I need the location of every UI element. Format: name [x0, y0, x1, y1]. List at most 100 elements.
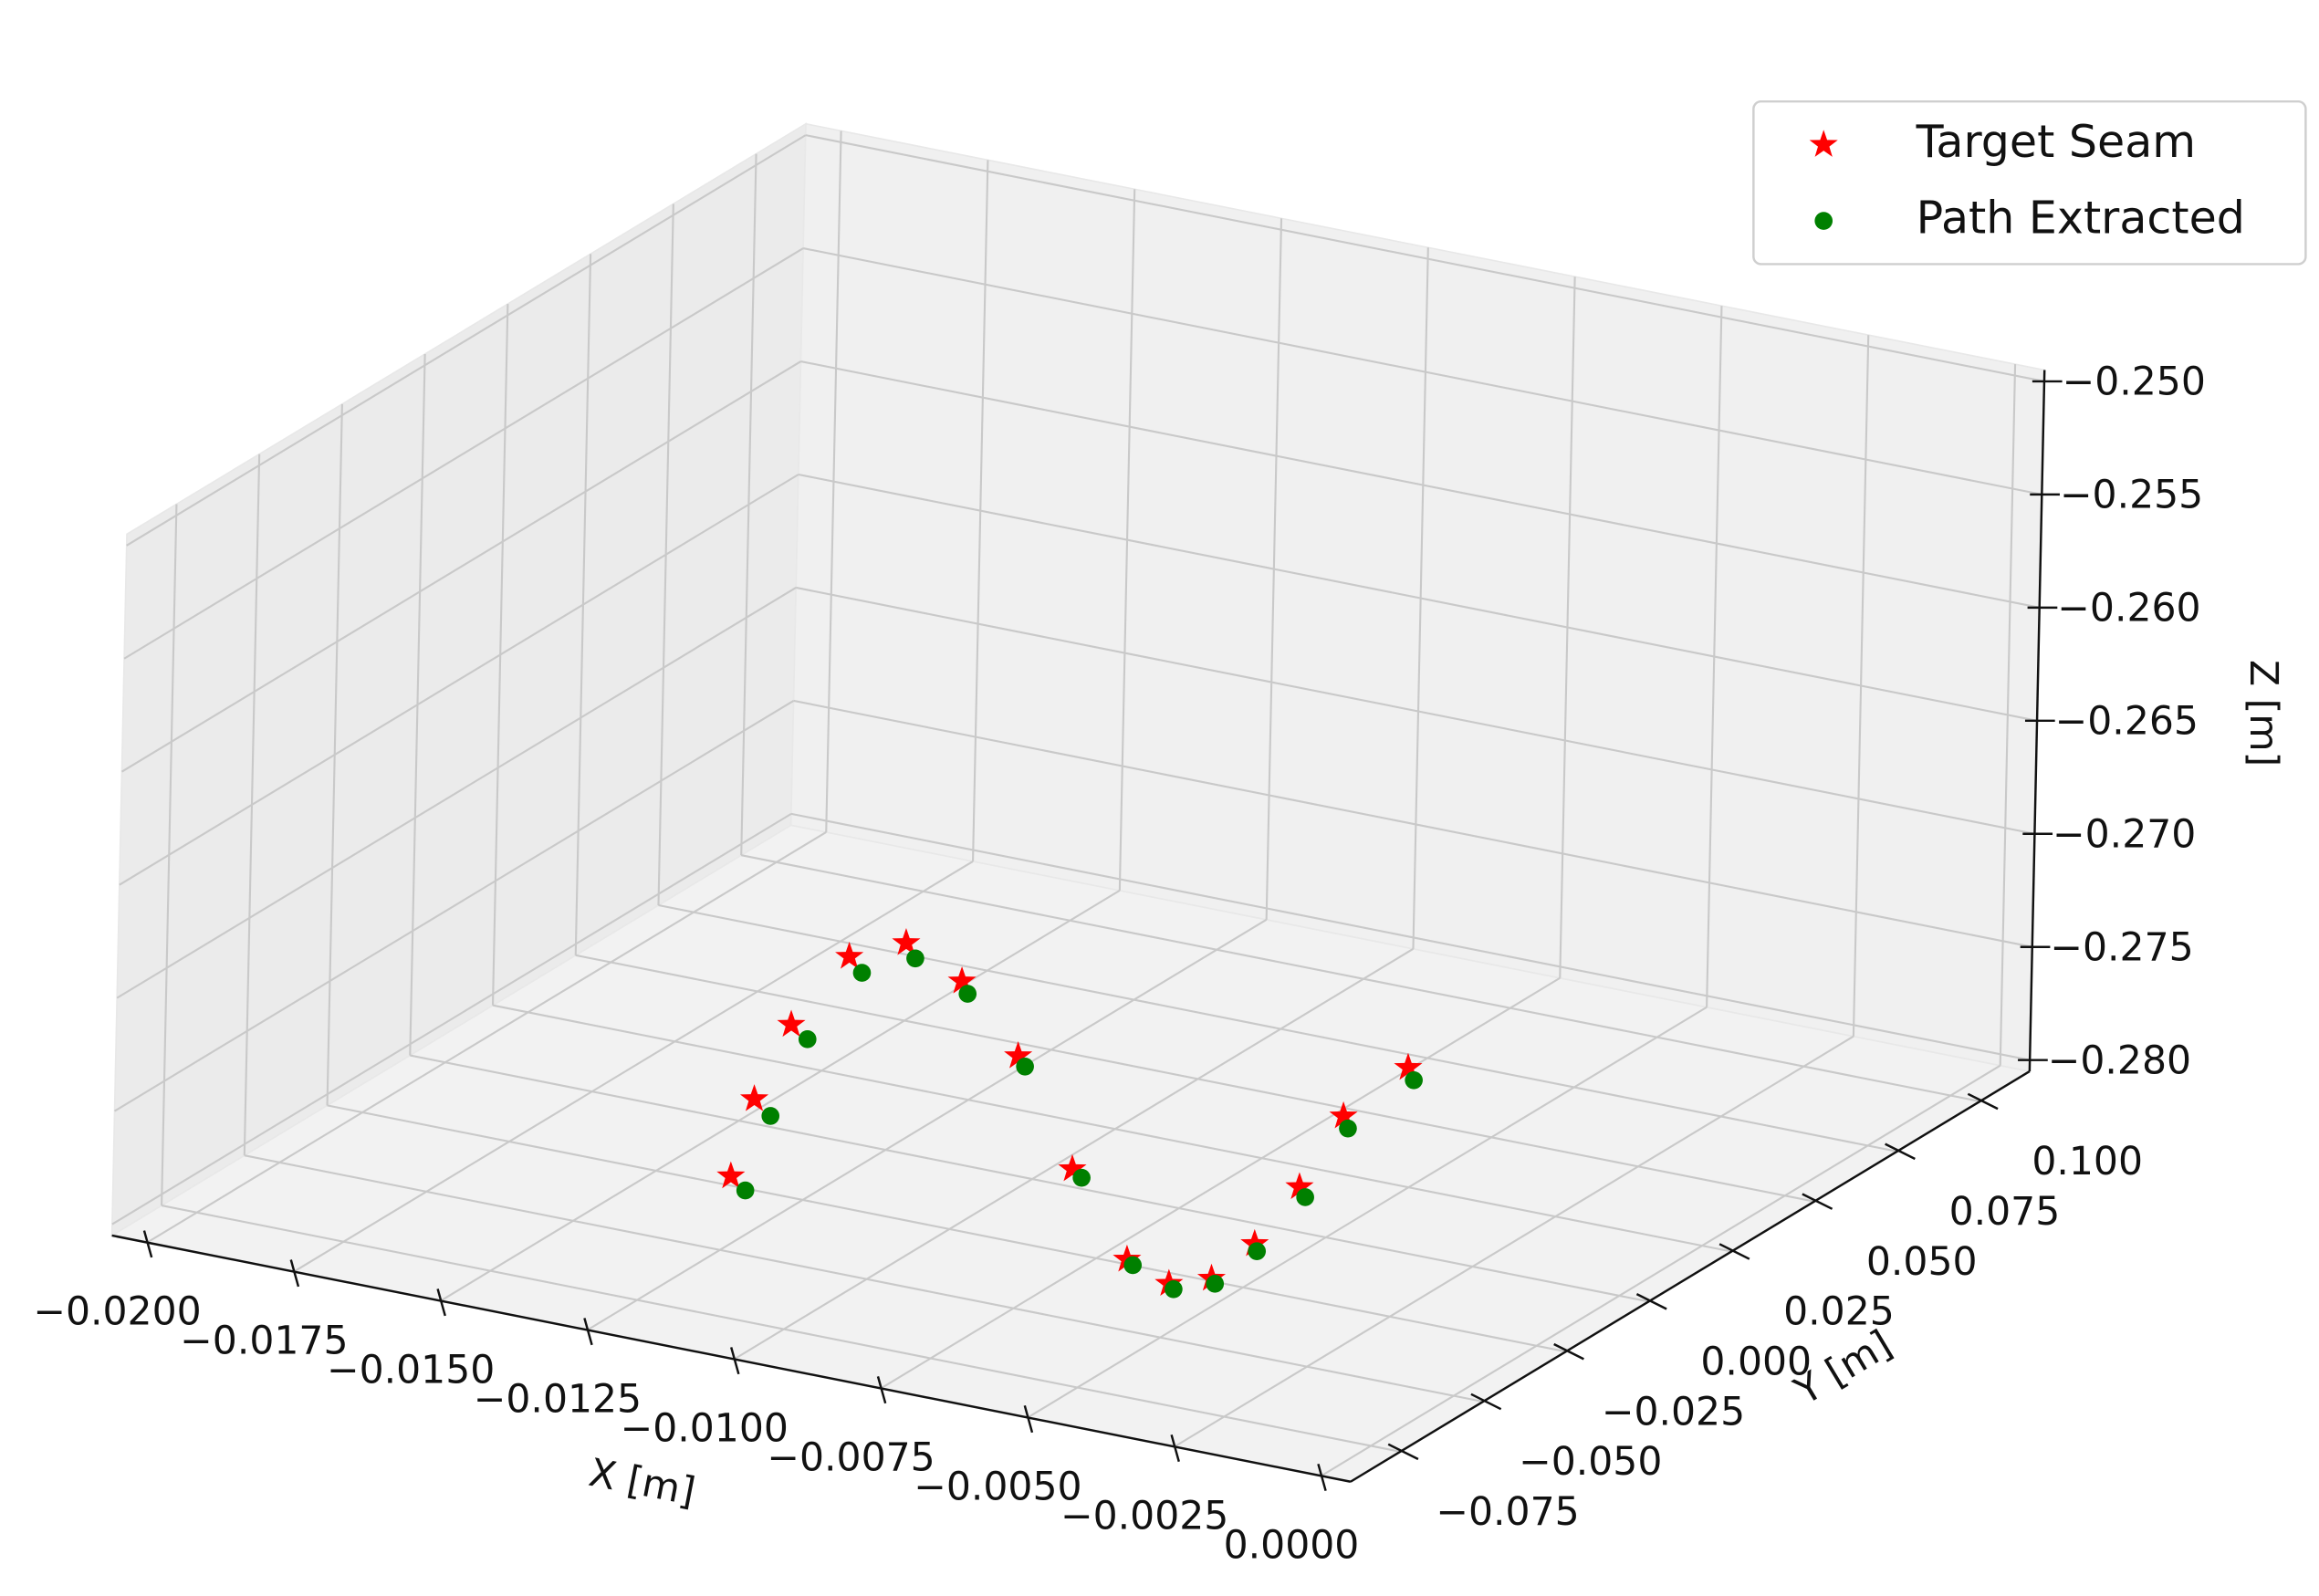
- star-marker: [1058, 1153, 1087, 1182]
- x-tick: [1317, 1463, 1327, 1492]
- z-tick-label: −0.255: [2060, 474, 2203, 518]
- y-tick: [1387, 1443, 1419, 1461]
- grid-line: [120, 360, 802, 773]
- star-marker: [947, 966, 977, 994]
- y-tick: [1802, 1193, 1833, 1210]
- grid-line: [805, 134, 2045, 382]
- y-tick: [1885, 1142, 1916, 1161]
- grid-line: [111, 812, 792, 1226]
- star-marker: [1394, 1052, 1423, 1080]
- x-tick: [289, 1259, 300, 1288]
- circle-marker: [852, 964, 872, 982]
- circle-marker: [906, 949, 924, 968]
- x-tick: [1023, 1405, 1034, 1434]
- star-marker: [1004, 1041, 1033, 1069]
- y-tick-label: 0.100: [2032, 1140, 2143, 1184]
- z-tick-label: −0.280: [2048, 1038, 2191, 1083]
- y-tick-label: 0.025: [1783, 1290, 1895, 1335]
- x-tick: [1170, 1434, 1180, 1463]
- circle-marker: [1016, 1057, 1034, 1076]
- x-axis-label: X [m]: [585, 1451, 698, 1515]
- grid-line: [793, 699, 2032, 948]
- x-tick-label: −0.0150: [327, 1349, 495, 1393]
- star-marker: [1240, 1228, 1269, 1257]
- grid-line: [116, 587, 797, 999]
- grid-line: [492, 1004, 1732, 1253]
- circle-marker: [958, 985, 977, 1003]
- star-marker: [716, 1161, 746, 1189]
- grid-line: [733, 947, 1415, 1361]
- z-tick-label: −0.270: [2053, 813, 2196, 858]
- x-tick-label: −0.0200: [33, 1290, 201, 1335]
- circle-marker: [761, 1107, 780, 1125]
- grid-line: [741, 854, 1980, 1103]
- grid-line: [802, 247, 2042, 495]
- star-marker: [1112, 1244, 1142, 1272]
- grid-line: [161, 1204, 1401, 1453]
- grid-line: [880, 976, 1561, 1390]
- x-tick: [142, 1230, 153, 1258]
- circle-marker: [1206, 1275, 1225, 1293]
- y-tick-label: −0.050: [1519, 1440, 1662, 1485]
- circle-marker: [1123, 1256, 1143, 1275]
- grid-line: [126, 134, 807, 547]
- grid-line: [575, 954, 1815, 1203]
- plot-area: X [m] Y [m] Z [m] −0.0200−0.0175−0.0150−…: [33, 99, 2307, 1568]
- grid-line: [113, 700, 795, 1112]
- y-tick: [1470, 1393, 1502, 1411]
- circle-marker: [1072, 1168, 1091, 1187]
- circle-marker: [1165, 1279, 1183, 1299]
- x-tick-label: −0.0050: [914, 1465, 1081, 1509]
- z-tick-label: −0.265: [2055, 700, 2199, 745]
- legend-label: Target Seam: [1916, 115, 2196, 168]
- x-tick-label: 0.0000: [1224, 1523, 1360, 1568]
- grid-line: [587, 918, 1268, 1331]
- grid-line: [658, 903, 1897, 1153]
- y-tick-label: 0.050: [1866, 1240, 1978, 1285]
- legend: Target Seam Path Extracted: [1752, 99, 2307, 266]
- y-tick-label: 0.075: [1949, 1190, 2061, 1235]
- grid-line: [1174, 1035, 1854, 1448]
- circle-marker: [1405, 1070, 1423, 1090]
- star-marker: [1285, 1172, 1314, 1200]
- y-tick: [1967, 1092, 1999, 1111]
- circle-marker: [1248, 1242, 1267, 1260]
- x-tick: [436, 1288, 446, 1317]
- x-tick-label: −0.0175: [180, 1320, 348, 1364]
- circle-marker: [798, 1030, 817, 1048]
- grid-line: [1321, 1064, 2001, 1477]
- z-tick-label: −0.250: [2063, 360, 2206, 405]
- star-marker: [835, 942, 864, 969]
- z-axis-label: Z [m]: [2241, 660, 2285, 767]
- grid-line: [800, 360, 2040, 609]
- grid-line: [790, 812, 2031, 1061]
- y-tick: [1553, 1342, 1584, 1361]
- star-marker: [739, 1084, 769, 1111]
- x-tick: [583, 1318, 593, 1346]
- y-tick-label: −0.075: [1436, 1490, 1579, 1535]
- x-tick-label: −0.0100: [621, 1406, 789, 1451]
- circle-marker: [1339, 1119, 1357, 1138]
- y-tick: [1718, 1243, 1750, 1260]
- z-tick-label: −0.260: [2057, 587, 2200, 631]
- y-tick: [1635, 1293, 1667, 1310]
- x-tick-label: −0.0025: [1060, 1494, 1228, 1539]
- grid-line: [244, 1154, 1484, 1403]
- grid-line: [123, 247, 804, 660]
- x-tick: [876, 1376, 887, 1404]
- axis-line: [1350, 1070, 2031, 1483]
- grid-line: [440, 889, 1121, 1302]
- circle-marker: [1814, 212, 1833, 230]
- y-tick-label: 0.000: [1700, 1340, 1812, 1385]
- x-tick-label: −0.0075: [767, 1435, 935, 1480]
- star-marker: [892, 928, 921, 955]
- legend-label: Path Extracted: [1917, 192, 2245, 245]
- grid-line: [410, 1054, 1649, 1303]
- legend-box: [1752, 99, 2307, 266]
- grid-line: [327, 1104, 1566, 1353]
- grid-line: [293, 860, 974, 1273]
- grid-line: [798, 473, 2038, 722]
- x-tick-label: −0.0125: [474, 1378, 642, 1423]
- grid-line: [146, 831, 827, 1244]
